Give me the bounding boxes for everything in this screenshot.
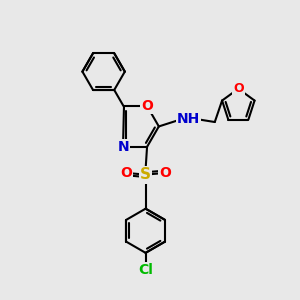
Text: O: O bbox=[121, 166, 132, 180]
Text: Cl: Cl bbox=[138, 263, 153, 277]
Text: O: O bbox=[159, 166, 171, 180]
Text: S: S bbox=[140, 167, 151, 182]
Text: NH: NH bbox=[177, 112, 200, 126]
Text: N: N bbox=[118, 140, 129, 154]
Text: O: O bbox=[141, 99, 153, 113]
Text: O: O bbox=[233, 82, 244, 95]
